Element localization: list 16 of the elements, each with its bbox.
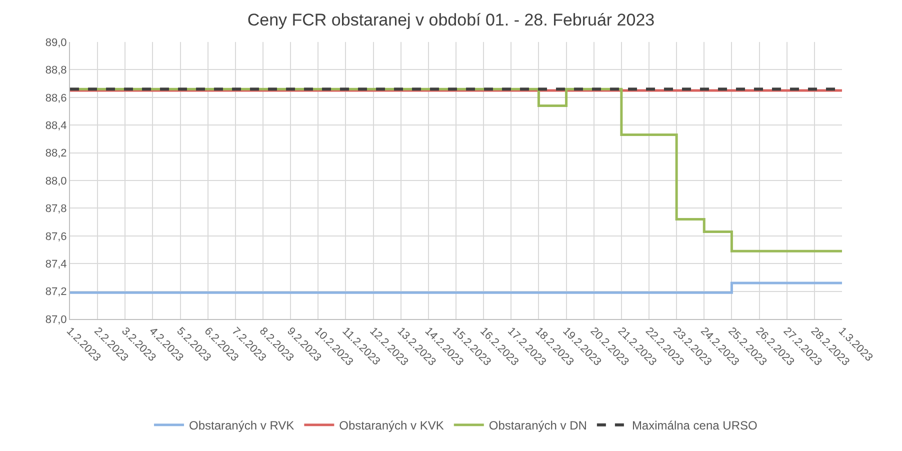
legend-label: Obstaraných v RVK — [189, 418, 294, 433]
y-tick-label: 88,8 — [45, 64, 67, 77]
y-tick-label: 88,6 — [45, 92, 67, 104]
y-tick-label: 87,2 — [45, 286, 67, 298]
y-tick-label: 88,2 — [45, 148, 67, 160]
y-tick-label: 87,6 — [45, 230, 67, 243]
y-tick-label: 89,0 — [45, 36, 67, 49]
y-tick-label: 88,0 — [45, 175, 67, 188]
chart-title: Ceny FCR obstaranej v období 01. - 28. Február 2023 — [247, 10, 655, 30]
legend-label: Obstaraných v KVK — [339, 418, 444, 433]
y-tick-label: 87,0 — [45, 314, 67, 326]
legend-label: Maximálna cena URSO — [632, 418, 758, 433]
y-tick-label: 88,4 — [45, 120, 67, 132]
y-tick-label: 87,4 — [45, 258, 67, 270]
y-tick-label: 87,8 — [45, 203, 67, 216]
legend-label: Obstaraných v DN — [488, 418, 587, 433]
